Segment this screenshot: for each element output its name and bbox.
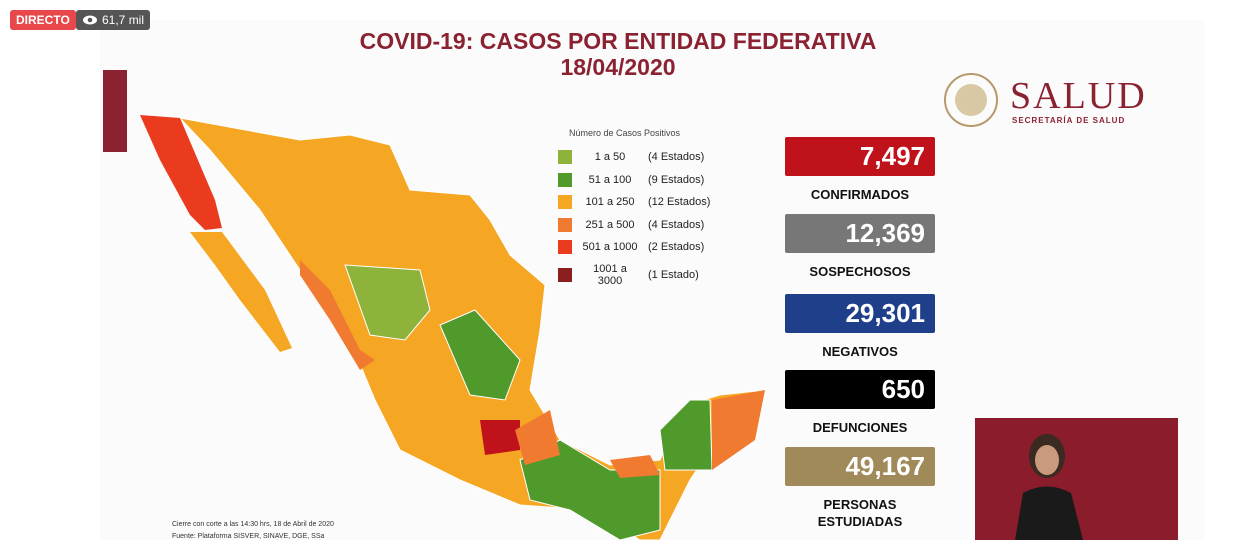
interpreter-figure: [1015, 434, 1083, 540]
stat-label: SOSPECHOSOS: [809, 264, 911, 279]
interpreter-video: [975, 418, 1178, 540]
views-text: 61,7 mil: [102, 13, 145, 27]
map: [140, 115, 766, 540]
stat-value: 29,301: [785, 294, 935, 333]
stat-value: 49,167: [785, 447, 935, 486]
legend-count: (12 Estados): [648, 196, 711, 208]
legend-item: 1 a 50 (4 Estados): [558, 150, 704, 164]
stat-label: PERSONAS ESTUDIADAS: [817, 497, 903, 529]
legend-label: 251 a 500: [585, 218, 635, 231]
stat-value: 7,497: [785, 137, 935, 176]
legend-swatch: [558, 240, 572, 254]
legend-label: 51 a 100: [588, 173, 632, 186]
legend-count: (9 Estados): [648, 173, 705, 186]
stat-label: NEGATIVOS: [822, 344, 898, 359]
stat-label: CONFIRMADOS: [810, 187, 910, 202]
legend-item: 101 a 250 (12 Estados): [558, 195, 710, 209]
legend-count: (4 Estados): [648, 151, 705, 163]
eye-icon: [83, 15, 97, 25]
legend-swatch: [558, 150, 572, 164]
stat-label: DEFUNCIONES: [812, 420, 908, 435]
legend-count: (4 Estados): [648, 218, 705, 231]
legend-count: (2 Estados): [648, 241, 705, 253]
slide-accent: [103, 70, 127, 152]
legend-label: 1 a 50: [594, 151, 626, 163]
legend-title: Número de Casos Positivos: [569, 128, 681, 138]
footnote: Cierre con corte a las 14:30 hrs, 18 de …: [172, 521, 334, 528]
legend-swatch: [558, 195, 572, 209]
legend-item: 1001 a 3000 (1 Estado): [558, 263, 699, 287]
stat-value: 12,369: [785, 214, 935, 253]
legend-swatch: [558, 267, 572, 282]
legend-label: 1001 a 3000: [593, 262, 627, 287]
logo-title: SALUD: [1010, 75, 1147, 117]
stat-value: 650: [785, 370, 935, 409]
legend-item: 501 a 1000 (2 Estados): [558, 240, 704, 254]
slide-title: COVID-19: CASOS POR ENTIDAD FEDERATIVA: [359, 28, 877, 54]
legend-label: 501 a 1000: [582, 241, 638, 253]
seal-icon: [944, 73, 998, 127]
footnote: Fuente: Plataforma SISVER, SINAVE, DGE, …: [172, 533, 325, 540]
legend-label: 101 a 250: [585, 196, 635, 208]
legend-count: (1 Estado): [648, 268, 699, 281]
slide-date: 18/04/2020: [560, 54, 676, 80]
legend-item: 51 a 100 (9 Estados): [558, 172, 705, 187]
live-badge[interactable]: DIRECTO: [10, 10, 76, 30]
view-count: 61,7 mil: [76, 10, 151, 30]
legend-item: 251 a 500 (4 Estados): [558, 217, 705, 232]
legend-swatch: [558, 217, 572, 232]
legend-swatch: [558, 172, 572, 187]
logo-subtitle: SECRETARÍA DE SALUD: [1012, 116, 1126, 125]
